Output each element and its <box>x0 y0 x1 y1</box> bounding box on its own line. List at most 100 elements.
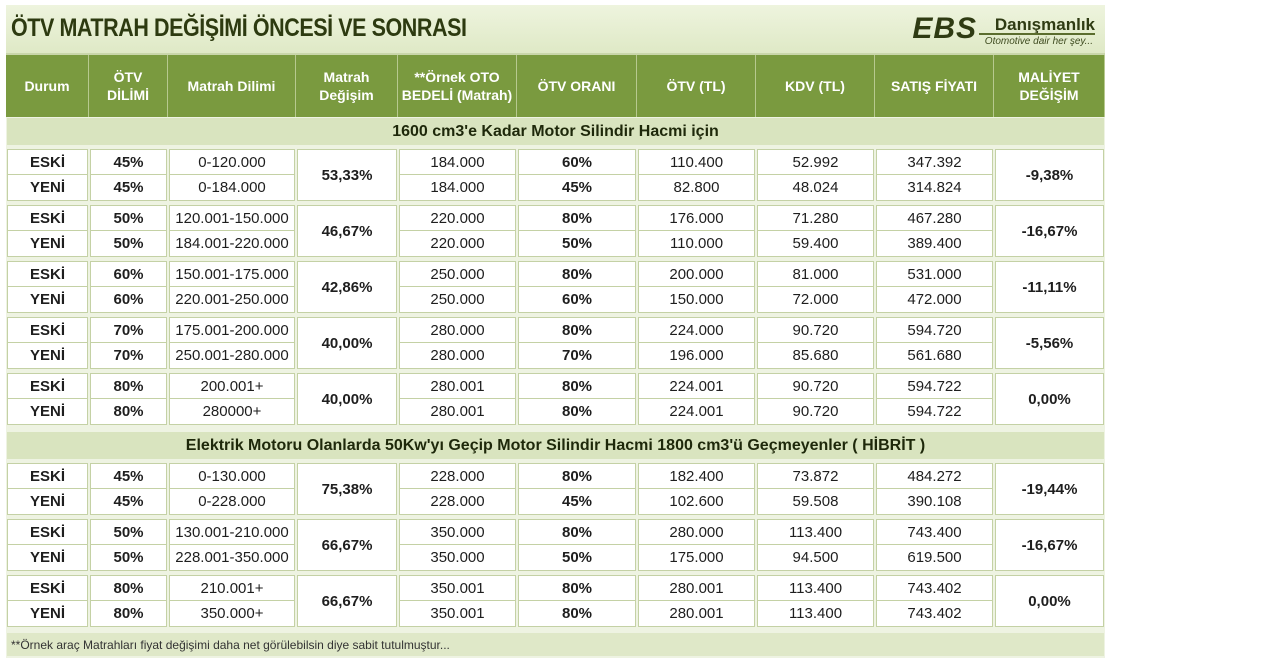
logo-slogan: Otomotive dair her şey... <box>984 36 1093 47</box>
table-cell-state: YENİ <box>7 489 88 515</box>
table-cell-range: 250.001-280.000 <box>169 343 295 369</box>
column-header: SATIŞ FİYATI <box>875 55 994 117</box>
table-row-group: ESKİ YENİ 50% 50% 130.001-210.000 228.001-350… <box>6 519 1105 571</box>
table-cell-range: 150.001-175.000 <box>169 261 295 287</box>
cost-change-cell: -5,56% <box>995 317 1104 369</box>
table-cell-sample: 228.000 <box>399 463 516 489</box>
table-cell-kdv: 48.024 <box>757 175 874 201</box>
table-cell-sample: 250.000 <box>399 261 516 287</box>
column-header: MALİYET DEĞİŞİM <box>994 55 1105 117</box>
table-cell-range: 210.001+ <box>169 575 295 601</box>
table-cell-range: 280000+ <box>169 399 295 425</box>
table-cell-otv: 110.400 <box>638 149 755 175</box>
column-header: **Örnek OTO BEDELİ (Matrah) <box>398 55 517 117</box>
table-cell-slice: 70% <box>90 343 167 369</box>
table-cell-kdv: 113.400 <box>757 575 874 601</box>
table-cell-rate: 80% <box>518 575 636 601</box>
title-bar: ÖTV MATRAH DEĞİŞİMİ ÖNCESİ VE SONRASI EB… <box>6 5 1105 55</box>
table-row-group: ESKİ YENİ 70% 70% 175.001-200.000 250.001-280… <box>6 317 1105 369</box>
table-cell-kdv: 59.400 <box>757 231 874 257</box>
table-cell-range: 130.001-210.000 <box>169 519 295 545</box>
table-cell-slice: 45% <box>90 175 167 201</box>
table-cell-kdv: 113.400 <box>757 519 874 545</box>
table-row-group: ESKİ YENİ 80% 80% 200.001+ 280000+ 40,00% 280.0… <box>6 373 1105 425</box>
table-cell-state: ESKİ <box>7 519 88 545</box>
table-cell-rate: 70% <box>518 343 636 369</box>
table-cell-state: YENİ <box>7 231 88 257</box>
table-cell-slice: 80% <box>90 601 167 627</box>
table-cell-kdv: 73.872 <box>757 463 874 489</box>
table-cell-sample: 350.001 <box>399 575 516 601</box>
table-cell-otv: 175.000 <box>638 545 755 571</box>
table-cell-kdv: 85.680 <box>757 343 874 369</box>
column-header: ÖTV DİLİMİ <box>89 55 168 117</box>
table-cell-sample: 250.000 <box>399 287 516 313</box>
table-cell-slice: 45% <box>90 489 167 515</box>
matrah-change-cell: 66,67% <box>297 575 397 627</box>
otv-table-sheet: ÖTV MATRAH DEĞİŞİMİ ÖNCESİ VE SONRASI EB… <box>6 5 1105 658</box>
column-header: ÖTV ORANI <box>517 55 637 117</box>
table-cell-slice: 50% <box>90 231 167 257</box>
table-cell-price: 561.680 <box>876 343 993 369</box>
logo-mark: EBS <box>912 12 977 45</box>
table-cell-state: ESKİ <box>7 149 88 175</box>
table-row-group: ESKİ YENİ 80% 80% 210.001+ 350.000+ 66,67% 350.… <box>6 575 1105 627</box>
table-cell-kdv: 59.508 <box>757 489 874 515</box>
table-cell-price: 594.722 <box>876 399 993 425</box>
table-cell-otv: 182.400 <box>638 463 755 489</box>
table-cell-range: 0-228.000 <box>169 489 295 515</box>
cost-change-cell: 0,00% <box>995 373 1104 425</box>
table-cell-sample: 350.000 <box>399 519 516 545</box>
table-cell-kdv: 94.500 <box>757 545 874 571</box>
table-cell-otv: 82.800 <box>638 175 755 201</box>
table-cell-rate: 80% <box>518 205 636 231</box>
column-header: ÖTV (TL) <box>637 55 756 117</box>
table-cell-price: 531.000 <box>876 261 993 287</box>
table-cell-price: 484.272 <box>876 463 993 489</box>
table-cell-state: YENİ <box>7 601 88 627</box>
table-cell-otv: 110.000 <box>638 231 755 257</box>
cost-change-cell: -16,67% <box>995 519 1104 571</box>
table-cell-range: 0-120.000 <box>169 149 295 175</box>
table-cell-range: 220.001-250.000 <box>169 287 295 313</box>
table-cell-slice: 50% <box>90 519 167 545</box>
table-cell-rate: 80% <box>518 373 636 399</box>
table-cell-state: YENİ <box>7 175 88 201</box>
table-cell-range: 0-184.000 <box>169 175 295 201</box>
table-cell-otv: 224.001 <box>638 373 755 399</box>
table-cell-slice: 45% <box>90 149 167 175</box>
table-cell-price: 743.402 <box>876 601 993 627</box>
table-row-group: ESKİ YENİ 60% 60% 150.001-175.000 220.001-250… <box>6 261 1105 313</box>
ebs-logo: EBS Danışmanlık Otomotive dair her şey..… <box>895 12 1095 50</box>
table-cell-rate: 50% <box>518 545 636 571</box>
table-cell-state: YENİ <box>7 399 88 425</box>
table-cell-slice: 45% <box>90 463 167 489</box>
table-cell-price: 743.402 <box>876 575 993 601</box>
matrah-change-cell: 75,38% <box>297 463 397 515</box>
table-cell-sample: 228.000 <box>399 489 516 515</box>
table-cell-kdv: 90.720 <box>757 317 874 343</box>
table-cell-rate: 50% <box>518 231 636 257</box>
cost-change-cell: -9,38% <box>995 149 1104 201</box>
column-header: KDV (TL) <box>756 55 875 117</box>
table-cell-rate: 80% <box>518 519 636 545</box>
table-cell-otv: 196.000 <box>638 343 755 369</box>
table-cell-otv: 224.000 <box>638 317 755 343</box>
table-cell-rate: 80% <box>518 601 636 627</box>
table-cell-rate: 60% <box>518 287 636 313</box>
table-cell-slice: 50% <box>90 545 167 571</box>
table-row-group: ESKİ YENİ 45% 45% 0-130.000 0-228.000 75,38% 22… <box>6 463 1105 515</box>
table-cell-rate: 80% <box>518 399 636 425</box>
column-header: Matrah Dilimi <box>168 55 296 117</box>
matrah-change-cell: 53,33% <box>297 149 397 201</box>
section-title: 1600 cm3'e Kadar Motor Silindir Hacmi iç… <box>7 118 1104 145</box>
table-cell-otv: 102.600 <box>638 489 755 515</box>
table-cell-slice: 70% <box>90 317 167 343</box>
table-cell-sample: 280.000 <box>399 317 516 343</box>
matrah-change-cell: 42,86% <box>297 261 397 313</box>
cost-change-cell: -19,44% <box>995 463 1104 515</box>
table-cell-state: ESKİ <box>7 205 88 231</box>
table-cell-price: 743.400 <box>876 519 993 545</box>
table-cell-slice: 80% <box>90 399 167 425</box>
matrah-change-cell: 40,00% <box>297 317 397 369</box>
